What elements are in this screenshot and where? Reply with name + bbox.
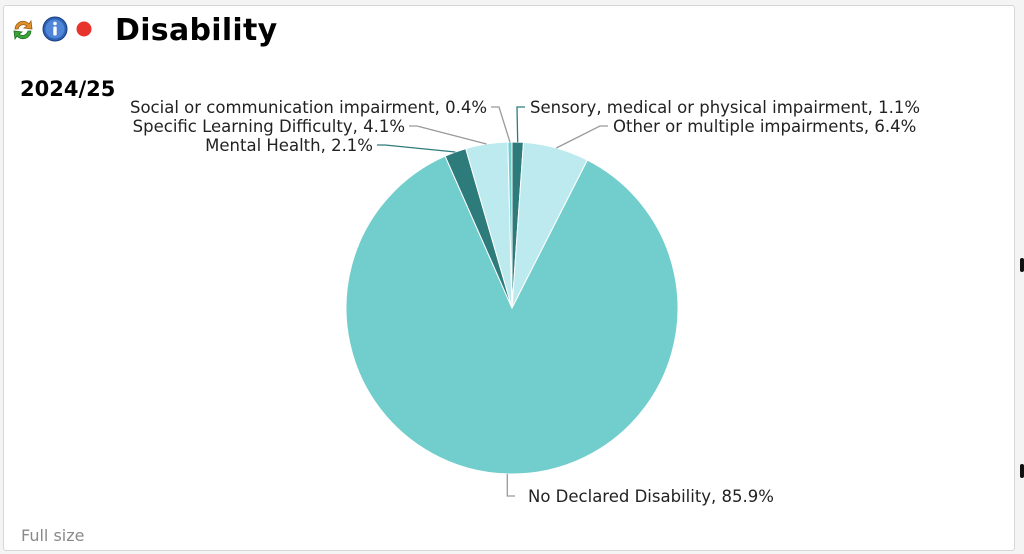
chart-subtitle: 2024/25 [20, 77, 116, 101]
data-label: Specific Learning Difficulty, 4.1% [133, 117, 405, 136]
edge-marker-bottom [1020, 464, 1024, 478]
leader-line [506, 473, 515, 497]
data-label: Social or communication impairment, 0.4% [130, 98, 487, 117]
edge-marker-top [1020, 258, 1024, 272]
pie-slice[interactable] [507, 141, 513, 309]
data-label: Mental Health, 2.1% [205, 136, 373, 155]
full-size-link[interactable]: Full size [21, 526, 85, 545]
leader-line [491, 106, 511, 143]
panel-title: Disability [115, 13, 278, 48]
status-dot-icon[interactable] [76, 21, 92, 37]
leader-line [409, 125, 487, 145]
pie-chart: Sensory, medical or physical impairment,… [130, 98, 920, 506]
refresh-icon[interactable] [12, 18, 34, 42]
leader-line [556, 125, 608, 149]
leader-line [377, 144, 456, 153]
data-label: No Declared Disability, 85.9% [528, 487, 774, 506]
data-label: Sensory, medical or physical impairment,… [530, 98, 920, 117]
leader-line [516, 106, 525, 143]
chart-panel: Disability 2024/25 Sensory, medical or p… [3, 5, 1015, 551]
data-label: Other or multiple impairments, 6.4% [613, 117, 916, 136]
info-icon[interactable] [42, 16, 68, 42]
